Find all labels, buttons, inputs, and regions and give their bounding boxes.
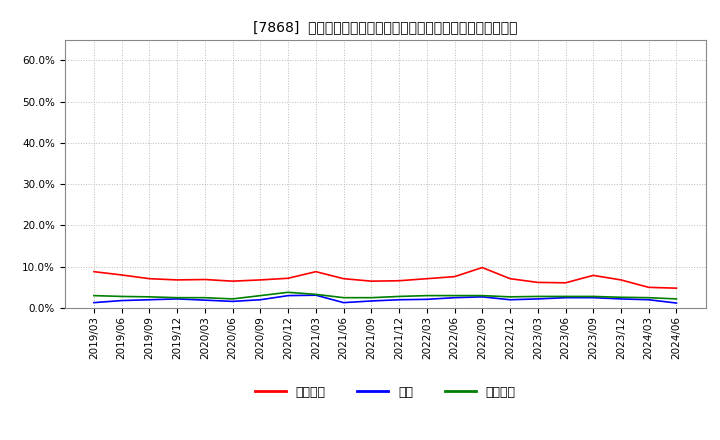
売上債権 [644, 285, 653, 290]
買入債務 [505, 294, 514, 300]
在庫 [339, 300, 348, 305]
売上債権 [616, 277, 625, 282]
在庫 [284, 293, 292, 298]
売上債権 [561, 280, 570, 286]
売上債権 [423, 276, 431, 281]
Title: [7868]  売上債権、在庫、買入債務の総資産に対する比率の推移: [7868] 売上債権、在庫、買入債務の総資産に対する比率の推移 [253, 20, 518, 34]
在庫 [505, 297, 514, 302]
買入債務 [201, 295, 210, 301]
Line: 在庫: 在庫 [94, 295, 677, 303]
買入債務 [145, 294, 154, 300]
在庫 [312, 293, 320, 298]
買入債務 [534, 294, 542, 299]
売上債権 [228, 279, 237, 284]
在庫 [173, 296, 181, 301]
買入債務 [589, 294, 598, 299]
売上債権 [284, 275, 292, 281]
売上債権 [256, 277, 265, 282]
在庫 [228, 299, 237, 304]
在庫 [616, 296, 625, 301]
買入債務 [478, 293, 487, 298]
売上債権 [312, 269, 320, 274]
買入債務 [312, 292, 320, 297]
在庫 [534, 296, 542, 301]
売上債権 [589, 273, 598, 278]
買入債務 [89, 293, 98, 298]
買入債務 [284, 290, 292, 295]
在庫 [561, 295, 570, 301]
在庫 [644, 297, 653, 302]
在庫 [89, 300, 98, 305]
売上債権 [478, 265, 487, 270]
在庫 [450, 295, 459, 301]
在庫 [201, 297, 210, 303]
買入債務 [173, 295, 181, 301]
買入債務 [228, 296, 237, 301]
Legend: 売上債権, 在庫, 買入債務: 売上債権, 在庫, 買入債務 [250, 381, 521, 404]
在庫 [367, 298, 376, 304]
在庫 [672, 301, 681, 306]
売上債権 [117, 272, 126, 278]
売上債権 [367, 279, 376, 284]
在庫 [589, 295, 598, 301]
売上債権 [395, 278, 403, 283]
売上債権 [505, 276, 514, 281]
売上債権 [89, 269, 98, 274]
在庫 [117, 298, 126, 303]
Line: 売上債権: 売上債権 [94, 268, 677, 288]
買入債務 [672, 296, 681, 301]
在庫 [256, 297, 265, 302]
買入債務 [423, 293, 431, 298]
買入債務 [256, 293, 265, 298]
買入債務 [450, 293, 459, 298]
売上債権 [173, 277, 181, 282]
売上債権 [145, 276, 154, 281]
買入債務 [561, 294, 570, 299]
買入債務 [395, 294, 403, 299]
売上債権 [339, 276, 348, 281]
買入債務 [117, 294, 126, 299]
買入債務 [367, 295, 376, 301]
買入債務 [644, 295, 653, 301]
買入債務 [616, 295, 625, 300]
売上債権 [672, 286, 681, 291]
在庫 [395, 297, 403, 302]
売上債権 [201, 277, 210, 282]
買入債務 [339, 295, 348, 301]
在庫 [478, 294, 487, 300]
在庫 [423, 297, 431, 302]
在庫 [145, 297, 154, 302]
売上債権 [450, 274, 459, 279]
売上債権 [534, 280, 542, 285]
Line: 買入債務: 買入債務 [94, 292, 677, 299]
